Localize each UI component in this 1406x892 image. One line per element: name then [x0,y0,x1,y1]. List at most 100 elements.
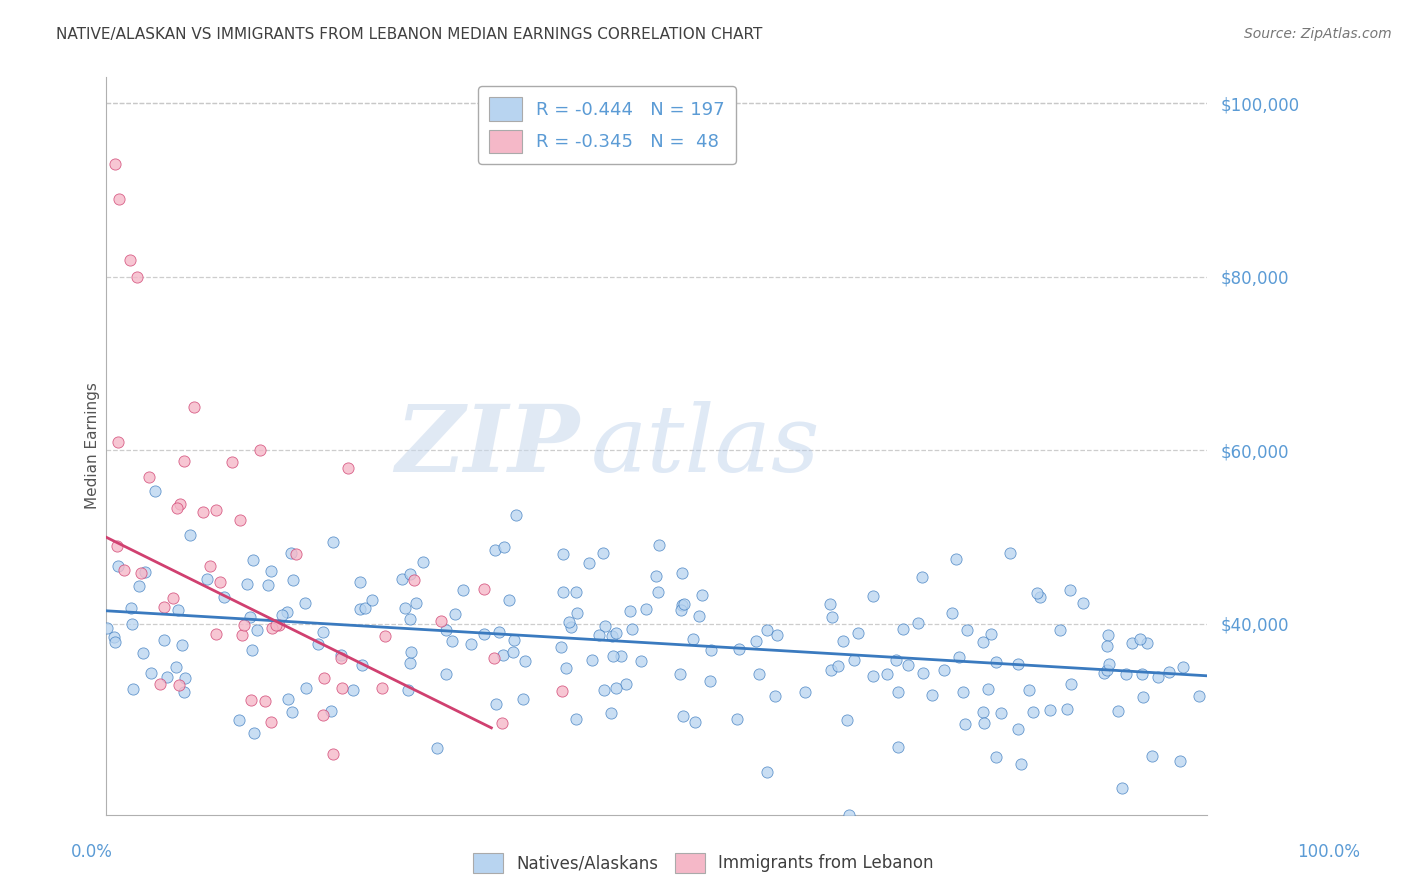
Point [1111,780,1133,795]
Point [952,684,974,698]
Point [690,588,713,602]
Point [259,715,281,730]
Point [322,535,344,549]
Point [671,566,693,580]
Point [172,638,194,652]
Point [505,508,527,522]
Point [329,648,352,662]
Point [907,615,929,630]
Point [831,633,853,648]
Point [440,633,463,648]
Point [361,593,384,607]
Point [748,666,770,681]
Point [551,585,574,599]
Point [1049,623,1071,637]
Point [162,591,184,605]
Point [183,400,205,414]
Point [581,652,603,666]
Point [108,192,131,206]
Point [945,551,967,566]
Point [515,654,537,668]
Point [647,585,669,599]
Point [565,712,588,726]
Point [399,645,422,659]
Point [605,625,627,640]
Point [821,610,844,624]
Point [972,635,994,649]
Point [277,692,299,706]
Point [1007,722,1029,736]
Point [173,685,195,699]
Point [1071,596,1094,610]
Point [672,598,695,612]
Point [1107,704,1129,718]
Point [129,566,152,581]
Point [412,556,434,570]
Point [166,501,188,516]
Point [96,621,118,635]
Point [588,628,610,642]
Point [243,726,266,740]
Point [394,600,416,615]
Point [1010,757,1032,772]
Point [565,606,588,620]
Point [193,505,215,519]
Point [399,567,422,582]
Point [835,714,858,728]
Point [862,668,884,682]
Point [485,697,508,711]
Point [862,589,884,603]
Point [494,541,516,555]
Point [842,653,865,667]
Point [249,443,271,458]
Point [125,269,148,284]
Point [891,622,914,636]
Point [555,661,578,675]
Legend: R = -0.444   N = 197, R = -0.345   N =  48: R = -0.444 N = 197, R = -0.345 N = 48 [478,87,735,163]
Point [285,547,308,561]
Point [122,681,145,696]
Point [984,656,1007,670]
Point [1060,677,1083,691]
Point [208,574,231,589]
Point [165,660,187,674]
Point [700,642,723,657]
Point [766,628,789,642]
Point [374,629,396,643]
Point [231,628,253,642]
Point [321,704,343,718]
Point [630,654,652,668]
Text: atlas: atlas [591,401,820,491]
Point [128,579,150,593]
Point [240,643,263,657]
Point [1026,586,1049,600]
Point [699,674,721,689]
Point [120,252,142,267]
Point [610,648,633,663]
Point [254,694,277,708]
Point [884,653,907,667]
Point [232,618,254,632]
Legend: Natives/Alaskans, Immigrants from Lebanon: Natives/Alaskans, Immigrants from Lebano… [465,847,941,880]
Text: ZIP: ZIP [395,401,579,491]
Text: Source: ZipAtlas.com: Source: ZipAtlas.com [1244,27,1392,41]
Point [550,640,572,654]
Text: 0.0%: 0.0% [70,843,112,861]
Point [491,716,513,731]
Point [276,605,298,619]
Point [396,682,419,697]
Point [107,558,129,573]
Point [1136,636,1159,650]
Point [818,597,841,611]
Point [149,676,172,690]
Point [264,618,287,632]
Point [281,706,304,720]
Point [143,484,166,499]
Point [551,547,574,561]
Point [725,712,748,726]
Point [672,709,695,723]
Point [1168,755,1191,769]
Point [592,546,614,560]
Point [156,669,179,683]
Text: 100.0%: 100.0% [1298,843,1360,861]
